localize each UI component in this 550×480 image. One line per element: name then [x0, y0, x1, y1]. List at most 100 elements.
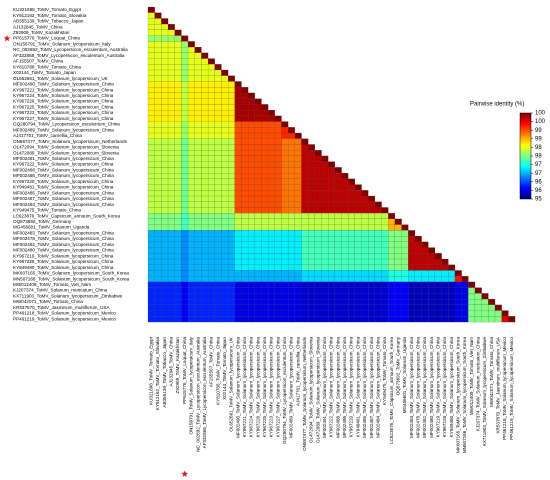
heatmap-cell [354, 258, 362, 265]
heatmap-cell [234, 155, 242, 162]
heatmap-cell [294, 264, 302, 271]
heatmap-cell [461, 316, 469, 323]
heatmap-cell [308, 178, 315, 185]
heatmap-cell [147, 178, 155, 185]
heatmap-cell [334, 207, 342, 214]
heatmap-cell [187, 247, 195, 254]
heatmap-cell [454, 276, 462, 283]
heatmap-cell [374, 281, 382, 288]
heatmap-cell [201, 110, 209, 116]
heatmap-cell [227, 258, 235, 265]
row-label: KY967221_ToMV_Solanum_lycopersicum_China [13, 87, 114, 92]
heatmap-cell [434, 310, 442, 317]
heatmap-cell [147, 144, 155, 151]
heatmap-cell [187, 150, 195, 157]
heatmap-cell [314, 258, 322, 265]
heatmap-cell [167, 29, 175, 36]
heatmap-cell [201, 270, 209, 277]
heatmap-cell [161, 299, 169, 305]
heatmap-cell [374, 218, 382, 225]
heatmap-cell [167, 310, 175, 317]
heatmap-cell [368, 258, 375, 265]
heatmap-cell [147, 161, 155, 168]
heatmap-cell [248, 247, 255, 254]
heatmap-cell [341, 253, 349, 260]
row-label: PP461218_ToMV_Solanum_lycopersicum_Mexic… [13, 311, 116, 316]
heatmap-cell [194, 195, 202, 202]
heatmap-cell [181, 115, 189, 122]
heatmap-cell [354, 304, 362, 311]
heatmap-cell [234, 247, 242, 254]
heatmap-cell [454, 293, 462, 300]
heatmap-cell [201, 253, 209, 260]
heatmap-cell [154, 281, 162, 288]
heatmap-cell [341, 247, 349, 254]
heatmap-cell [301, 287, 309, 294]
heatmap-cell [354, 184, 362, 191]
heatmap-cell [194, 132, 202, 139]
heatmap-cell [261, 264, 269, 271]
heatmap-cell [294, 173, 302, 179]
heatmap-cell [254, 190, 262, 197]
heatmap-cell [341, 173, 349, 179]
heatmap-cell [408, 304, 416, 311]
heatmap-cell [241, 138, 249, 145]
heatmap-cell [194, 69, 202, 76]
heatmap-cell [254, 167, 262, 174]
heatmap-cell [388, 213, 396, 220]
heatmap-cell [254, 247, 262, 254]
heatmap-cell [294, 316, 302, 323]
heatmap-cell [187, 218, 195, 225]
heatmap-cell [254, 264, 262, 271]
heatmap-cell [274, 310, 282, 317]
heatmap-cell [441, 287, 449, 294]
heatmap-cell [167, 138, 175, 145]
heatmap-cell [174, 92, 182, 99]
heatmap-cell [488, 310, 496, 317]
heatmap-cell [201, 121, 209, 128]
heatmap-cell [187, 224, 195, 231]
heatmap-cell [181, 173, 189, 179]
heatmap-cell [408, 281, 416, 288]
heatmap-cell [348, 281, 355, 288]
heatmap-cell [334, 190, 342, 197]
colorbar-tick-label: 97 [535, 162, 542, 168]
heatmap-cell [274, 132, 282, 139]
heatmap-cell [161, 58, 169, 65]
heatmap-cell [181, 299, 189, 305]
heatmap-cell [248, 310, 255, 317]
heatmap-cell [214, 207, 222, 214]
heatmap-cell [174, 173, 182, 179]
heatmap-cell [288, 310, 295, 317]
heatmap-cell [348, 178, 355, 185]
heatmap-cell [294, 161, 302, 168]
heatmap-cell [368, 236, 375, 242]
heatmap-cell [161, 104, 169, 111]
heatmap-cell [288, 218, 295, 225]
heatmap-cell [181, 310, 189, 317]
heatmap-cell [181, 144, 189, 151]
heatmap-cell [281, 310, 289, 317]
heatmap-cell [181, 316, 189, 323]
heatmap-cell [294, 150, 302, 157]
heatmap-cell [461, 276, 469, 283]
heatmap-cell [428, 270, 436, 277]
heatmap-cell [154, 316, 162, 323]
column-label: PP615776_ToMV_Loquat_China [182, 337, 187, 404]
heatmap-cell [321, 173, 329, 179]
heatmap-cell [281, 144, 289, 151]
heatmap-cell [328, 316, 335, 323]
heatmap-cell [268, 167, 275, 174]
heatmap-cell [234, 281, 242, 288]
heatmap-cell [468, 287, 476, 294]
heatmap-cell [147, 58, 155, 65]
column-label: MF002491_ToMV_Solanum_lycopersicum_China [322, 337, 327, 438]
row-label: OL652661_ToMV_Solanum_lycopersicum_UK [13, 76, 109, 81]
heatmap-cell [167, 178, 175, 185]
heatmap-cell [361, 281, 369, 288]
heatmap-cell [341, 281, 349, 288]
heatmap-cell [281, 224, 289, 231]
heatmap-cell [268, 253, 275, 260]
heatmap-cell [254, 281, 262, 288]
heatmap-cell [481, 299, 489, 305]
